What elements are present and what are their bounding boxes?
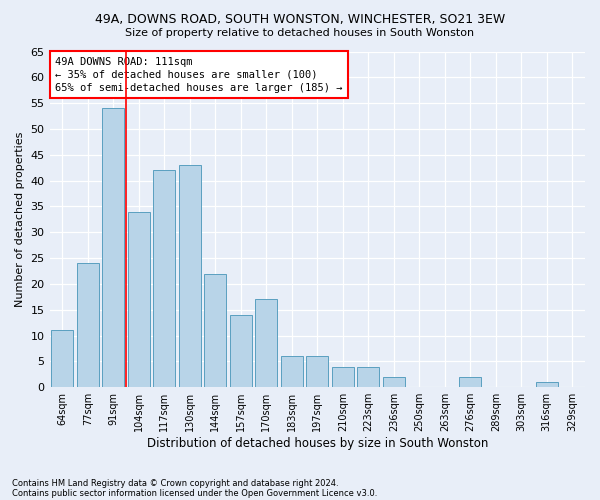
Bar: [307, 356, 328, 387]
Bar: [103, 108, 124, 387]
Text: 49A, DOWNS ROAD, SOUTH WONSTON, WINCHESTER, SO21 3EW: 49A, DOWNS ROAD, SOUTH WONSTON, WINCHEST…: [95, 12, 505, 26]
Bar: [205, 274, 226, 387]
Bar: [460, 377, 481, 387]
Bar: [179, 165, 200, 387]
Bar: [536, 382, 557, 387]
Bar: [77, 264, 98, 387]
Bar: [154, 170, 175, 387]
Bar: [256, 300, 277, 387]
Text: 49A DOWNS ROAD: 111sqm
← 35% of detached houses are smaller (100)
65% of semi-de: 49A DOWNS ROAD: 111sqm ← 35% of detached…: [55, 56, 343, 93]
Text: Contains HM Land Registry data © Crown copyright and database right 2024.: Contains HM Land Registry data © Crown c…: [12, 478, 338, 488]
Bar: [332, 366, 353, 387]
X-axis label: Distribution of detached houses by size in South Wonston: Distribution of detached houses by size …: [146, 437, 488, 450]
Bar: [230, 315, 251, 387]
Bar: [383, 377, 404, 387]
Text: Size of property relative to detached houses in South Wonston: Size of property relative to detached ho…: [125, 28, 475, 38]
Bar: [128, 212, 149, 387]
Bar: [358, 366, 379, 387]
Text: Contains public sector information licensed under the Open Government Licence v3: Contains public sector information licen…: [12, 488, 377, 498]
Y-axis label: Number of detached properties: Number of detached properties: [15, 132, 25, 307]
Bar: [281, 356, 302, 387]
Bar: [52, 330, 73, 387]
